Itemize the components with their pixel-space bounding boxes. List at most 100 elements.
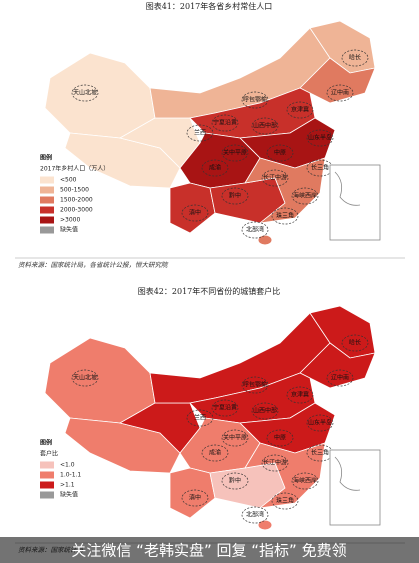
city-label: 山东半岛 (308, 134, 332, 142)
city-label: 京津冀 (291, 391, 309, 399)
city-label: 黔中 (229, 192, 241, 200)
legend-subtitle: 套户比 (40, 450, 58, 458)
city-label: 天山北坡 (73, 374, 97, 382)
city-circle (181, 489, 209, 507)
banner-bg (0, 537, 419, 563)
city-label: 关中平原 (223, 149, 247, 157)
legend-swatch (40, 186, 54, 194)
city-label: 山西中部 (253, 407, 277, 415)
hainan (257, 519, 273, 531)
city-label: 辽中南 (331, 89, 349, 97)
city-circle (341, 334, 369, 352)
city-circle (221, 187, 249, 205)
city-label: 呼包鄂榆 (243, 96, 267, 104)
legend-label: 2000-3000 (60, 207, 93, 214)
legend-swatch (40, 471, 54, 479)
legend-label: >1.1 (60, 482, 75, 489)
city-circle (326, 369, 354, 387)
legend-swatch (40, 196, 54, 204)
city-circle (291, 472, 319, 490)
legend-swatch (40, 216, 54, 224)
city-label: 山西中部 (253, 122, 277, 130)
legend-title: 图例 (40, 154, 52, 162)
legend-label: 500-1500 (60, 187, 89, 194)
panel-title: 图表42：2017年不同省份的城镇套户比 (138, 286, 281, 296)
city-label: 黔中 (229, 477, 241, 485)
city-circle (221, 144, 249, 162)
city-circle (211, 399, 239, 417)
city-circle (251, 117, 279, 135)
city-circle (261, 169, 289, 187)
city-circle (306, 129, 334, 147)
legend-label: 缺失值 (60, 491, 78, 499)
inset (329, 449, 381, 526)
city-label: 珠三角 (276, 497, 294, 505)
city-label: 长江中游 (263, 459, 287, 467)
city-label: 成渝 (209, 164, 221, 172)
city-label: 中原 (274, 434, 286, 442)
city-circle (241, 91, 269, 109)
city-circle (271, 492, 299, 510)
city-circle (241, 376, 269, 394)
province (169, 182, 216, 234)
city-label: 滇中 (189, 209, 201, 217)
city-circle (211, 114, 239, 132)
city-label: 哈长 (349, 54, 361, 62)
city-circle (221, 472, 249, 490)
city-label: 北部湾 (246, 511, 264, 519)
legend-label: 1500-2000 (60, 197, 93, 204)
city-circle (286, 101, 314, 119)
city-circle (266, 144, 294, 162)
city-label: 长三角 (311, 164, 329, 172)
city-label: 哈长 (349, 339, 361, 347)
legend-swatch (40, 481, 54, 489)
city-label: 中原 (274, 149, 286, 157)
city-label: 关中平原 (223, 434, 247, 442)
city-label: 辽中南 (331, 374, 349, 382)
city-label: 呼包鄂榆 (243, 381, 267, 389)
legend-label: <1.0 (60, 462, 75, 469)
province (169, 467, 216, 519)
city-label: 珠三角 (276, 212, 294, 220)
city-label: 成渝 (209, 449, 221, 457)
city-circle (221, 429, 249, 447)
legend-label: >3000 (60, 217, 80, 224)
source: 资料来源：国家统计局，各省统计公报，恒大研究院 (18, 261, 169, 269)
inset-coast (334, 171, 361, 206)
legend-swatch (40, 491, 54, 499)
city-circle (326, 84, 354, 102)
city-label: 滇中 (189, 494, 201, 502)
legend-swatch (40, 461, 54, 469)
city-circle (241, 506, 269, 524)
city-circle (71, 84, 99, 102)
inset-coast (334, 456, 361, 491)
legend-swatch (40, 206, 54, 214)
city-label: 海峡西岸 (293, 477, 317, 485)
city-circle (181, 204, 209, 222)
city-label: 北部湾 (246, 226, 264, 234)
city-label: 海峡西岸 (293, 192, 317, 200)
city-circle (251, 402, 279, 420)
inset (329, 164, 381, 241)
city-circle (201, 159, 229, 177)
city-label: 宁夏沿黄 (213, 119, 237, 127)
hainan (257, 234, 273, 246)
city-circle (271, 207, 299, 225)
banner: 关注微信 “老韩实盘” 回复 “指标” 免费领 (71, 542, 346, 560)
city-circle (261, 454, 289, 472)
city-label: 京津冀 (291, 106, 309, 114)
city-label: 长江中游 (263, 174, 287, 182)
city-label: 天山北坡 (73, 89, 97, 97)
city-circle (71, 369, 99, 387)
legend-label: 缺失值 (60, 226, 78, 234)
legend-swatch (40, 226, 54, 234)
city-circle (266, 429, 294, 447)
city-circle (186, 409, 214, 427)
city-circle (186, 124, 214, 142)
city-circle (291, 187, 319, 205)
city-circle (306, 414, 334, 432)
legend-subtitle: 2017年乡村人口（万人） (40, 165, 109, 173)
